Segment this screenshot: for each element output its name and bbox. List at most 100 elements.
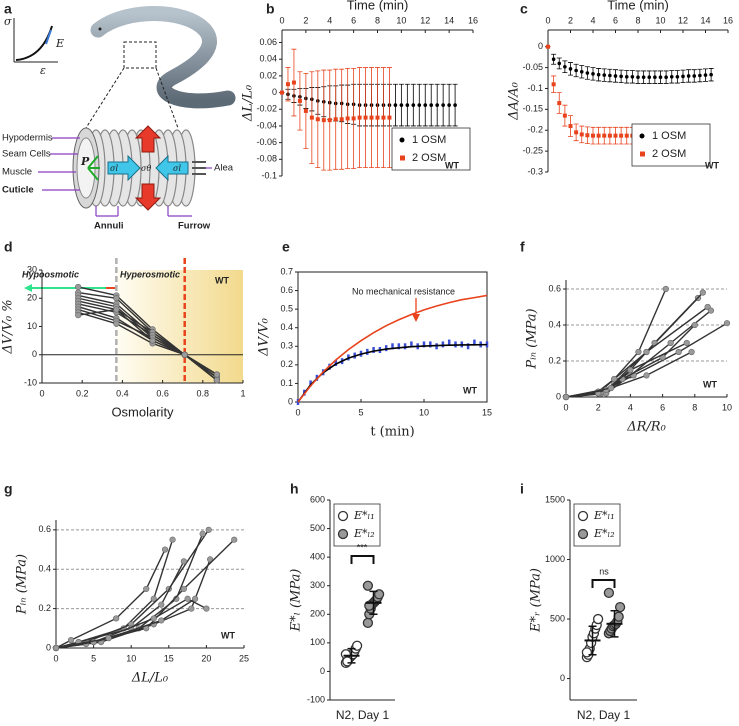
y-tick-label: -0.06 — [256, 137, 277, 147]
x-tick-label: 8 — [375, 15, 380, 25]
pressure-label: P — [80, 155, 90, 168]
point — [579, 69, 584, 74]
point — [231, 536, 238, 543]
y-tick-label: -0.05 — [522, 62, 543, 72]
point — [362, 617, 374, 629]
point — [699, 289, 706, 296]
y-tick-label: 0 — [46, 642, 51, 652]
point — [161, 546, 169, 553]
point — [683, 339, 690, 347]
y-tick-label: 600 — [310, 494, 325, 504]
point — [551, 82, 556, 87]
stress-arrow — [107, 154, 141, 182]
label: Cuticle — [2, 185, 34, 196]
y-tick-label: -0.08 — [256, 154, 277, 164]
hoop-arrow — [134, 125, 162, 153]
point — [613, 611, 624, 622]
panel-letter: g — [4, 481, 13, 497]
point — [585, 133, 590, 138]
point — [686, 74, 691, 78]
point — [596, 72, 601, 77]
x-tick-label: 15 — [164, 653, 174, 663]
y-tick-label: -0.2 — [527, 125, 543, 135]
hoop-arrow — [134, 183, 162, 211]
y-tick-label: 0.4 — [548, 319, 561, 329]
y-tick-label: 0.4 — [38, 564, 51, 574]
modulus: E — [55, 37, 64, 50]
y-axis-label: E*ᵣ (MPa) — [529, 568, 544, 633]
point — [113, 295, 120, 302]
x-tick-label: 4 — [327, 15, 332, 25]
y-tick-label: 30 — [27, 264, 37, 274]
x-tick-label: 6 — [613, 15, 618, 25]
point — [150, 595, 157, 602]
legend-label: 2 OSM — [652, 148, 686, 160]
y-tick-label: 400 — [310, 552, 325, 562]
point — [192, 595, 199, 602]
point — [675, 74, 680, 79]
point — [691, 321, 698, 329]
y-tick-label: 0.6 — [38, 524, 51, 534]
point — [614, 601, 626, 613]
point — [709, 72, 713, 77]
x-tick-label: 16 — [468, 15, 478, 25]
y-tick-label: 0.2 — [548, 355, 561, 365]
point — [149, 337, 156, 344]
x-tick-label: 16 — [723, 15, 733, 25]
annotation: *** — [357, 542, 368, 552]
point — [387, 115, 392, 120]
worm-eye — [98, 27, 102, 31]
point — [113, 306, 120, 313]
legend-marker — [337, 528, 349, 540]
x-tick-label: 6 — [660, 402, 665, 412]
point — [602, 73, 607, 77]
point — [423, 103, 428, 107]
point — [213, 371, 220, 378]
legend-label: E*ₗ₁ — [593, 509, 615, 522]
point — [568, 67, 573, 71]
point — [315, 117, 320, 122]
point — [180, 558, 187, 565]
x-tick-label: 2 — [303, 15, 308, 25]
annotation: No mechanical resistance — [352, 286, 455, 296]
point — [653, 75, 657, 79]
point — [381, 115, 386, 120]
y-tick-label: 0.4 — [280, 322, 293, 332]
legend-marker — [400, 155, 405, 161]
annotation: WT — [703, 379, 717, 389]
point — [158, 617, 165, 624]
worm — [90, 6, 236, 109]
point — [591, 133, 595, 138]
point — [435, 103, 439, 107]
point — [624, 74, 629, 79]
point — [184, 595, 191, 602]
x-tick-label: 0 — [563, 402, 568, 412]
y-tick-label: -0.25 — [522, 145, 543, 155]
legend-marker — [577, 510, 589, 522]
point — [669, 74, 674, 79]
point — [143, 585, 150, 593]
y-axis-label: ΔV/V₀ — [257, 317, 272, 357]
annotation: WT — [705, 160, 719, 170]
y-tick-label: 500 — [310, 523, 325, 533]
point — [675, 348, 682, 356]
x-tick-label: 8 — [635, 15, 640, 25]
y-tick-label: -0.3 — [527, 166, 543, 176]
legend-label: 1 OSM — [412, 134, 446, 146]
point — [280, 90, 284, 95]
x-axis-label: Time (min) — [607, 0, 669, 12]
y-tick-label: 500 — [550, 613, 565, 623]
point — [602, 133, 607, 138]
y-tick-label: 0 — [556, 391, 561, 401]
y-axis-label: ΔL/L₀ — [241, 84, 256, 122]
y-tick-label: 200 — [310, 609, 325, 619]
point — [75, 312, 82, 319]
label: Seam Cells — [2, 149, 51, 160]
x-tick-label: 14 — [700, 15, 710, 25]
label: Furrow — [178, 221, 211, 232]
x-tick-label: 0 — [53, 653, 58, 663]
legend-marker — [577, 528, 589, 540]
annotation: ns — [599, 566, 609, 576]
point — [667, 339, 674, 347]
